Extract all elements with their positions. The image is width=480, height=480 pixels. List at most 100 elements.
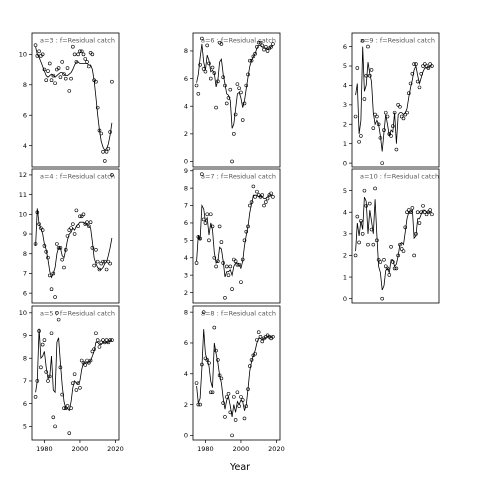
data-point	[362, 188, 367, 193]
data-point	[104, 338, 109, 342]
data-point	[417, 85, 422, 90]
data-point	[60, 60, 64, 64]
data-point	[198, 236, 202, 241]
panel-title: a=7 : f=Residual catch	[201, 173, 276, 181]
data-point	[205, 358, 210, 362]
data-point	[76, 52, 80, 57]
data-point	[385, 114, 390, 119]
data-point	[248, 203, 252, 208]
data-point	[255, 45, 259, 49]
data-point	[366, 242, 370, 247]
data-point	[214, 105, 218, 110]
data-point	[110, 79, 114, 84]
data-point	[253, 351, 257, 356]
data-point	[49, 331, 54, 336]
data-point	[353, 253, 358, 258]
panel-2: a=6 : f=Residual catch 0 2 4 6 8	[184, 32, 281, 168]
data-point	[101, 149, 105, 154]
data-point	[214, 264, 218, 269]
data-point	[251, 184, 256, 189]
y-tick-label: 8	[184, 47, 188, 55]
data-point	[51, 271, 56, 276]
data-point	[392, 266, 397, 271]
series-line	[35, 46, 113, 151]
y-tick-label: 7	[23, 377, 27, 385]
y-tick-label: 4	[184, 102, 188, 110]
data-point	[430, 64, 434, 68]
data-point	[366, 44, 370, 49]
y-tick-label: 5	[184, 237, 188, 245]
data-point	[398, 242, 402, 247]
data-point	[251, 54, 256, 59]
series-line	[196, 194, 273, 278]
data-point	[224, 395, 229, 399]
data-point	[230, 159, 234, 164]
data-point	[367, 201, 372, 206]
data-point	[198, 62, 202, 67]
y-tick-label: 11	[19, 191, 27, 199]
y-tick-label: 2	[184, 130, 188, 138]
data-point	[230, 287, 234, 291]
data-point	[217, 373, 222, 378]
data-point	[271, 335, 275, 339]
data-point	[369, 68, 374, 72]
data-point	[378, 260, 383, 264]
data-point	[389, 245, 393, 249]
data-point	[248, 58, 252, 63]
data-point	[51, 415, 56, 420]
data-point	[380, 296, 384, 301]
panel-frame	[31, 305, 120, 441]
x-tick-label: 2020	[107, 445, 124, 453]
data-point	[383, 264, 388, 269]
data-point	[262, 47, 266, 52]
data-point	[410, 71, 415, 76]
data-point	[233, 418, 238, 422]
panel-title: a=10 : f=Residual catch	[360, 173, 439, 181]
data-point	[102, 340, 107, 345]
y-tick-label: 1	[343, 140, 347, 148]
data-point	[235, 262, 240, 267]
x-tick-label: 1980	[197, 445, 214, 453]
data-point	[271, 195, 275, 199]
x-tick-label: 2020	[268, 445, 285, 453]
data-point	[108, 338, 112, 342]
panel-title: a=3 : f=Residual catch	[40, 37, 115, 45]
data-point	[228, 410, 233, 415]
data-point	[255, 189, 259, 194]
data-point	[210, 390, 215, 395]
data-point	[79, 214, 84, 219]
x-tick-label: 2000	[72, 445, 89, 453]
data-point	[424, 64, 429, 68]
data-point	[65, 234, 70, 238]
data-point	[382, 128, 386, 132]
data-point	[223, 415, 227, 419]
data-point	[249, 358, 254, 362]
series-line	[196, 329, 273, 417]
data-point	[81, 360, 86, 365]
series-line	[196, 44, 274, 129]
data-point	[72, 372, 77, 376]
panel-title: a=4 : f=Residual catch	[40, 173, 115, 181]
data-point	[71, 44, 75, 49]
data-point	[47, 374, 52, 379]
data-point	[237, 262, 241, 267]
data-point	[221, 401, 225, 405]
data-point	[232, 132, 236, 136]
y-tick-label: 10	[19, 309, 27, 317]
y-tick-label: 4	[184, 254, 188, 262]
data-point	[407, 208, 411, 212]
data-point	[387, 273, 392, 277]
data-point	[42, 67, 47, 72]
data-point	[399, 247, 404, 251]
panel-frame	[192, 32, 281, 168]
data-point	[79, 49, 84, 54]
data-point	[71, 222, 75, 226]
data-point	[235, 82, 240, 86]
data-point	[85, 60, 89, 64]
data-point	[63, 247, 68, 252]
data-point	[415, 210, 420, 215]
data-point	[405, 110, 409, 115]
data-point	[364, 203, 369, 208]
data-point	[410, 206, 415, 210]
data-point	[373, 112, 377, 117]
